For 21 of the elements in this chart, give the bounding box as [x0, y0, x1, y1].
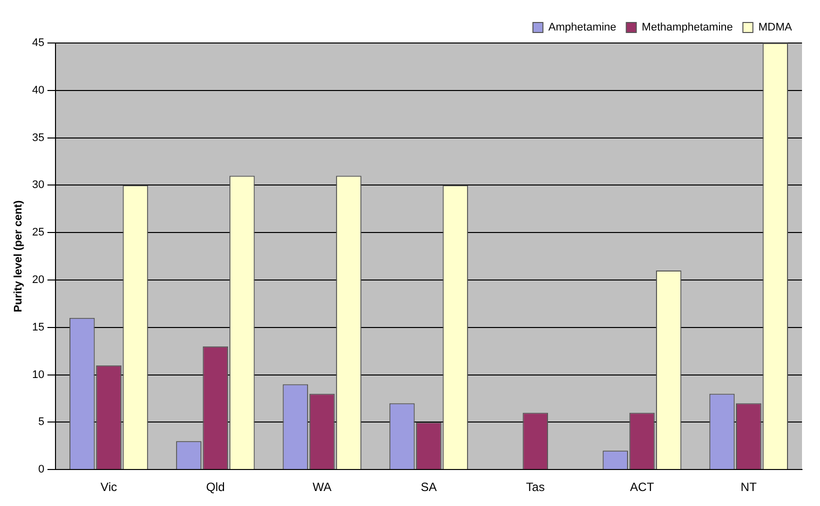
x-tick-label: Tas — [526, 480, 545, 494]
x-tick-label: SA — [420, 480, 437, 494]
y-axis-title: Purity level (per cent) — [12, 200, 25, 312]
x-tick-label: NT — [740, 480, 758, 494]
y-tick-label: 10 — [32, 368, 44, 381]
y-tick-label: 40 — [32, 84, 44, 96]
x-tick-label: Vic — [100, 480, 117, 494]
y-tick-label: 35 — [32, 132, 44, 144]
y-tick-label: 15 — [32, 321, 44, 334]
y-tick-label: 30 — [32, 179, 44, 192]
y-tick-label: 5 — [38, 416, 44, 428]
legend-label: Methamphetamine — [642, 22, 733, 34]
x-tick-label: Qld — [206, 480, 225, 494]
y-tick-label: 0 — [38, 464, 44, 476]
y-tick-label: 45 — [32, 37, 44, 50]
y-tick-label: 20 — [32, 274, 44, 286]
legend-label: MDMA — [758, 22, 793, 34]
x-tick-label: WA — [312, 480, 332, 494]
y-tick-label: 25 — [32, 226, 44, 239]
x-tick-label: ACT — [630, 480, 655, 494]
legend-label: Amphetamine — [548, 22, 616, 34]
